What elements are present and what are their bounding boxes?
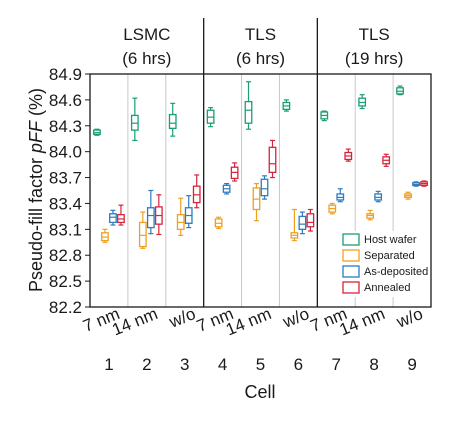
box-as-deposited <box>146 189 155 235</box>
legend-label: Separated <box>364 250 415 262</box>
box-host-wafer <box>168 102 177 137</box>
group-dividers <box>203 18 318 307</box>
plot-frame <box>89 73 432 308</box>
box-annealed <box>344 148 353 162</box>
legend-label: Host wafer <box>364 234 417 246</box>
box-annealed <box>306 208 315 232</box>
box-host-wafer <box>282 99 291 112</box>
box-annealed <box>192 174 201 209</box>
y-axis-title-text: Pseudo-fill factor <box>26 153 46 292</box>
group-title-line1: TLS <box>359 25 390 44</box>
box-host-wafer <box>396 85 404 96</box>
box-annealed <box>268 139 277 179</box>
box-separated <box>252 182 261 222</box>
cell-label: 2 <box>142 355 151 374</box>
legend-swatch <box>342 281 360 294</box>
y-tick-label: 83.7 <box>49 169 82 188</box>
box-body <box>260 178 269 197</box>
category-label: w/o <box>393 304 426 332</box>
box-separated <box>290 208 299 242</box>
box-body <box>244 100 253 124</box>
y-axis-title-unit: (%) <box>26 88 46 121</box>
box-layer <box>93 81 428 249</box>
box-separated <box>214 216 223 230</box>
legend-label: Annealed <box>364 282 411 294</box>
box-host-wafer <box>320 110 329 122</box>
cell-label: 6 <box>294 355 303 374</box>
cell-label: 5 <box>256 355 265 374</box>
y-tick-label: 83.4 <box>49 194 82 213</box>
box-as-deposited <box>412 181 420 187</box>
legend-swatch <box>342 265 360 278</box>
box-host-wafer <box>93 128 101 136</box>
box-separated <box>176 197 185 236</box>
legend: Host wafer Separated As-deposited Annealed <box>339 231 428 297</box>
y-axis-title-italic: pFF <box>26 120 46 154</box>
group-title-line2: (6 hrs) <box>236 49 285 68</box>
box-host-wafer <box>244 81 253 130</box>
box-annealed <box>154 194 163 236</box>
y-tick-label: 84.6 <box>49 91 82 110</box>
box-body <box>268 146 277 174</box>
y-axis-title: Pseudo-fill factor pFF (%) <box>26 88 46 292</box>
box-host-wafer <box>130 97 139 142</box>
box-annealed <box>117 204 125 226</box>
y-tick-label: 82.5 <box>49 272 82 291</box>
box-as-deposited <box>298 211 307 235</box>
box-as-deposited <box>336 188 345 203</box>
cell-label: 7 <box>332 355 341 374</box>
box-host-wafer <box>358 94 367 110</box>
box-separated <box>138 211 147 249</box>
y-axis-ticks: 84.9 84.6 84.3 84.0 83.7 83.4 83.1 82.8 82.5 82.2 <box>49 65 90 317</box>
y-tick-label: 84.9 <box>49 65 82 84</box>
y-tick-label: 83.1 <box>49 220 82 239</box>
legend-label: As-deposited <box>364 266 428 278</box>
box-as-deposited <box>374 190 383 203</box>
box-body <box>109 213 117 224</box>
box-separated <box>404 191 412 200</box>
y-tick-label: 82.8 <box>49 246 82 265</box>
box-annealed <box>230 162 239 182</box>
box-as-deposited <box>109 209 117 226</box>
legend-swatch <box>342 233 360 246</box>
cell-label: 8 <box>369 355 378 374</box>
cell-label: 3 <box>180 355 189 374</box>
box-body <box>298 215 307 230</box>
cell-label: 9 <box>407 355 416 374</box>
box-separated <box>328 202 337 215</box>
box-body <box>306 213 315 228</box>
box-body <box>146 207 155 229</box>
x-axis-title: Cell <box>244 382 275 402</box>
group-title-line1: TLS <box>245 25 276 44</box>
cell-label: 1 <box>104 355 113 374</box>
y-tick-label: 84.3 <box>49 117 82 136</box>
box-annealed <box>382 153 391 167</box>
box-separated <box>101 228 109 243</box>
box-separated <box>366 209 375 221</box>
box-body <box>168 113 177 130</box>
y-tick-label: 82.2 <box>49 298 82 317</box>
box-as-deposited <box>184 195 193 229</box>
grid-layer <box>127 74 394 307</box>
group-titles: LSMC (6 hrs) TLS (6 hrs) TLS (19 hrs) <box>122 25 403 68</box>
group-title-line2: (6 hrs) <box>122 49 171 68</box>
group-title-line1: LSMC <box>123 25 170 44</box>
cell-label: 4 <box>218 355 227 374</box>
box-as-deposited <box>222 182 231 195</box>
legend-swatch <box>342 249 360 262</box>
group-title-line2: (19 hrs) <box>345 49 404 68</box>
box-as-deposited <box>260 175 269 200</box>
y-tick-label: 84.0 <box>49 143 82 162</box>
box-annealed <box>420 180 428 187</box>
box-body <box>138 221 147 248</box>
box-host-wafer <box>206 107 215 128</box>
